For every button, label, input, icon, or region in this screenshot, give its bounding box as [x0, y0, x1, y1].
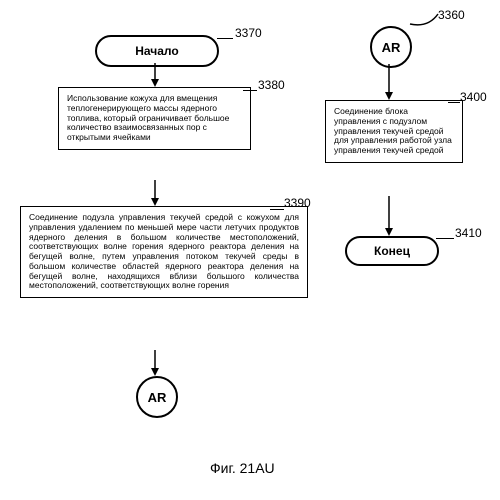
arrow-box1-box2 [150, 180, 160, 206]
ref-box1-line [243, 90, 257, 91]
box1-text: Использование кожуха для вмещения теплог… [67, 93, 229, 142]
start-label: Начало [135, 44, 178, 58]
ar1-label: AR [148, 390, 167, 405]
ref-end: 3410 [455, 226, 482, 240]
end-label: Конец [374, 244, 410, 258]
arrow-start-box1 [150, 63, 160, 87]
ar1-node: AR [136, 376, 178, 418]
ref-main: 3360 [438, 8, 465, 22]
ref-start-line [217, 38, 233, 39]
figure-caption: Фиг. 21AU [210, 460, 275, 476]
end-node: Конец [345, 236, 439, 266]
arrow-ar2-box3 [384, 64, 394, 100]
arrow-box3-end [384, 196, 394, 236]
box2-text: Соединение подузла управления текучей ср… [29, 212, 299, 290]
ar2-node: AR [370, 26, 412, 68]
ref-box2-line [270, 209, 284, 210]
box3: Соединение блока управления с подузлом у… [325, 100, 463, 163]
ref-box3-line [448, 102, 460, 103]
ref-end-line [436, 238, 454, 239]
arrow-box2-ar1 [150, 350, 160, 376]
ar2-label: AR [382, 40, 401, 55]
box3-text: Соединение блока управления с подузлом у… [334, 106, 452, 155]
ref-box1: 3380 [258, 78, 285, 92]
box2: Соединение подузла управления текучей ср… [20, 206, 308, 298]
ref-main-line [410, 14, 440, 28]
ref-box3: 3400 [460, 90, 487, 104]
ref-start: 3370 [235, 26, 262, 40]
ref-box2: 3390 [284, 196, 311, 210]
box1: Использование кожуха для вмещения теплог… [58, 87, 251, 150]
